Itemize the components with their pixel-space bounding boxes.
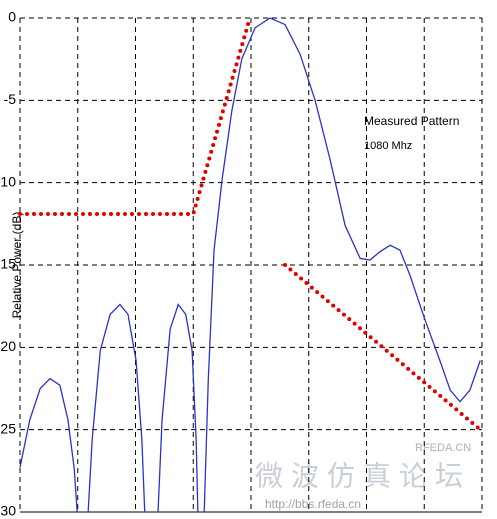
watermark: RFEDA.CN [415, 442, 471, 454]
annotation: Measured Pattern [364, 114, 459, 128]
watermark: 微波仿真论坛 [255, 460, 471, 491]
series-line [19, 17, 481, 513]
y-tick-label: 15 [0, 256, 16, 272]
y-tick-label: -5 [4, 91, 17, 107]
watermark: http://bbs.rfeda.cn [265, 497, 361, 511]
annotation: 1080 Mhz [364, 140, 412, 152]
y-tick-label: 20 [0, 338, 16, 354]
y-tick-label: 0 [8, 9, 16, 25]
y-tick-label: 10 [0, 173, 16, 189]
y-tick-label: 25 [0, 420, 16, 436]
y-tick-label: 30 [0, 503, 16, 519]
series-line [18, 16, 483, 432]
y-axis-label: Relative Power (dB) [10, 212, 24, 319]
